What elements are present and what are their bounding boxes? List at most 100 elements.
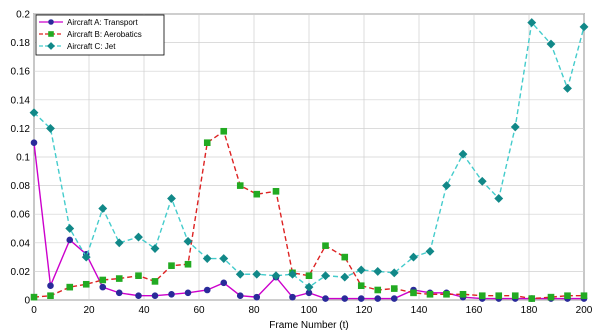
data-point (66, 236, 74, 244)
data-point (322, 242, 329, 249)
y-tick-label: 0.16 (11, 67, 31, 78)
data-point (563, 83, 572, 93)
x-tick-label: 20 (83, 305, 95, 316)
x-axis-label: Frame Number (t) (269, 320, 348, 331)
legend-marker (48, 19, 54, 25)
data-point (527, 18, 537, 28)
data-point (30, 293, 38, 301)
data-point (341, 253, 349, 261)
data-point (288, 269, 297, 279)
data-point (580, 292, 588, 300)
data-point (135, 272, 142, 279)
data-point (47, 292, 54, 300)
x-tick-label: 0 (31, 305, 37, 316)
data-point (30, 139, 38, 146)
legend-entry: Aircraft C: Jet (67, 42, 116, 51)
data-point (356, 265, 366, 275)
y-tick-label: 0.2 (16, 10, 30, 21)
data-point (29, 108, 39, 118)
x-tick-label: 160 (466, 305, 483, 316)
legend-entry: Aircraft A: Transport (67, 18, 138, 27)
data-point (253, 190, 261, 198)
data-point (46, 123, 55, 133)
data-point (98, 204, 108, 213)
data-point (304, 282, 314, 292)
data-point (477, 176, 487, 186)
data-point (494, 194, 504, 203)
y-tick-label: 0.18 (11, 38, 31, 49)
data-point (305, 272, 313, 279)
data-point (357, 295, 365, 302)
y-tick-label: 0.14 (11, 95, 31, 106)
data-point (528, 295, 536, 302)
x-tick-label: 200 (576, 305, 593, 316)
legend-entry: Aircraft B: Aerobatics (67, 30, 142, 39)
data-point (66, 283, 74, 291)
x-axis-ticks: 0 20 40 60 80 100 120 140 160 180 200 (31, 305, 593, 316)
data-point (272, 188, 280, 195)
data-point (357, 282, 365, 290)
data-point (374, 286, 382, 294)
y-tick-label: 0.12 (11, 124, 31, 135)
data-point (236, 292, 244, 300)
data-point (115, 289, 123, 297)
data-point (289, 293, 296, 301)
data-point (65, 224, 75, 233)
data-point (409, 252, 418, 262)
data-point (252, 269, 262, 279)
y-tick-label: 0.1 (16, 153, 30, 164)
data-point (341, 295, 349, 302)
legend-marker (47, 42, 55, 50)
data-point (271, 271, 281, 281)
series-3 (29, 18, 589, 292)
data-point (236, 182, 244, 189)
x-tick-label: 60 (193, 305, 205, 316)
x-tick-label: 180 (521, 305, 538, 316)
data-point (235, 269, 245, 279)
data-point (442, 181, 451, 191)
data-point (47, 282, 54, 290)
data-point (425, 246, 435, 256)
data-point (202, 254, 212, 263)
data-point (564, 292, 571, 300)
x-tick-label: 40 (138, 305, 150, 316)
data-point (547, 293, 555, 301)
data-point (510, 122, 520, 132)
data-point (495, 292, 503, 300)
data-point (167, 194, 176, 203)
data-point (374, 295, 382, 302)
data-point (184, 289, 192, 297)
data-point (340, 272, 350, 282)
data-point (115, 275, 123, 282)
y-tick-label: 0.08 (11, 181, 31, 192)
data-point (219, 254, 229, 263)
data-point (135, 292, 142, 300)
data-point (151, 292, 159, 300)
data-point (183, 236, 193, 246)
data-point (579, 22, 589, 32)
data-point (168, 262, 175, 269)
data-point (151, 278, 159, 285)
data-point (321, 271, 330, 281)
data-point (410, 289, 417, 297)
data-point (478, 292, 486, 300)
x-tick-label: 140 (411, 305, 428, 316)
data-point (168, 290, 175, 298)
data-point (511, 292, 519, 300)
data-point (390, 295, 398, 302)
data-point (150, 244, 160, 253)
data-point (184, 260, 192, 268)
data-point (373, 266, 383, 276)
series-2 (30, 127, 588, 302)
data-point (203, 286, 211, 294)
data-point (389, 268, 399, 278)
data-point (322, 295, 329, 302)
y-tick-label: 0.02 (11, 267, 31, 278)
data-point (81, 252, 91, 262)
data-point (99, 283, 107, 291)
legend: Aircraft A: Transport Aircraft B: Aerobat… (35, 14, 165, 56)
y-tick-label: 0.04 (11, 238, 31, 249)
data-point (203, 139, 211, 146)
data-point (459, 290, 467, 298)
